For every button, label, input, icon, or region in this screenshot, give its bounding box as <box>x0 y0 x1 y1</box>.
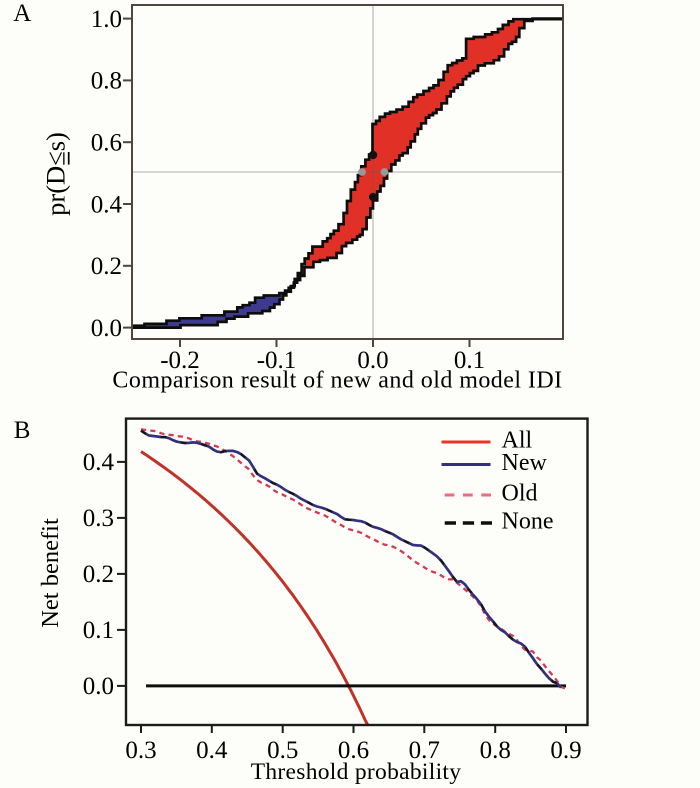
svg-text:A: A <box>13 0 31 27</box>
svg-text:pr(D≤s): pr(D≤s) <box>41 132 71 216</box>
svg-text:0.7: 0.7 <box>409 737 440 764</box>
svg-text:-0.1: -0.1 <box>257 347 297 374</box>
svg-text:0.4: 0.4 <box>91 191 123 218</box>
svg-text:0.1: 0.1 <box>454 347 485 374</box>
svg-text:Old: Old <box>502 481 538 507</box>
svg-text:-0.2: -0.2 <box>160 347 200 374</box>
svg-text:Net benefit: Net benefit <box>37 518 64 628</box>
svg-text:0.8: 0.8 <box>91 68 122 95</box>
svg-text:0.3: 0.3 <box>83 505 114 532</box>
svg-text:0.1: 0.1 <box>83 617 114 644</box>
svg-text:0.9: 0.9 <box>550 737 581 764</box>
svg-text:0.6: 0.6 <box>91 130 122 157</box>
svg-text:0.3: 0.3 <box>125 737 156 764</box>
svg-text:0.4: 0.4 <box>196 737 228 764</box>
svg-text:0.5: 0.5 <box>267 737 298 764</box>
svg-text:0.2: 0.2 <box>83 561 114 588</box>
svg-text:0.8: 0.8 <box>480 737 511 764</box>
svg-text:All: All <box>502 428 533 454</box>
svg-text:0.0: 0.0 <box>357 347 388 374</box>
svg-text:None: None <box>502 509 554 535</box>
svg-text:Threshold probability: Threshold probability <box>251 759 462 785</box>
svg-text:B: B <box>14 417 31 444</box>
svg-text:0.0: 0.0 <box>83 673 114 700</box>
svg-text:New: New <box>502 450 548 476</box>
svg-text:1.0: 1.0 <box>91 6 122 33</box>
svg-text:0.0: 0.0 <box>91 315 122 342</box>
svg-text:0.6: 0.6 <box>338 737 369 764</box>
svg-text:0.4: 0.4 <box>83 449 115 476</box>
svg-text:0.2: 0.2 <box>91 253 122 280</box>
svg-text:Comparison result of new and o: Comparison result of new and old model I… <box>112 368 562 394</box>
